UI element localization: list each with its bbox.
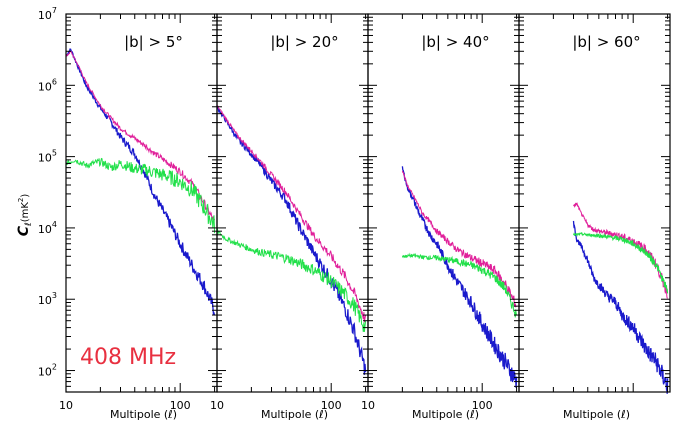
panel-1-series-magenta [65, 50, 216, 221]
y-axis-label-symbol: C [16, 225, 32, 236]
panel-1-title: |b| > 5° [124, 33, 183, 51]
y-axis-label-subscript: ℓ [24, 222, 34, 227]
panel-3-series-green [401, 252, 518, 318]
ytick-label: 104 [38, 220, 57, 236]
panel-4-series-magenta [573, 202, 668, 299]
y-axis-label-unit-exponent: 2 [17, 198, 25, 202]
panel-4-title: |b| > 60° [572, 33, 640, 51]
y-axis-label-unit-close: ) [20, 194, 31, 198]
y-axis-label-unit: (mK [20, 202, 31, 223]
panel-1-xtick-label: 100 [170, 399, 191, 412]
panel-3-series-blue [401, 166, 518, 388]
panel-1-x-axis-label: Multipole (ℓ) [110, 408, 177, 421]
panel-1-series-green [65, 157, 216, 234]
panel-1-xtick-label: 10 [59, 399, 73, 412]
panel-3-xtick-label: 10 [361, 399, 375, 412]
panel-4-frame [518, 13, 671, 393]
panel-3-title: |b| > 40° [421, 33, 489, 51]
panel-2-x-axis-label: Multipole (ℓ) [261, 408, 328, 421]
panel-4-series-blue [572, 220, 669, 394]
panel-1-series-blue [65, 48, 216, 316]
y-axis-label: Cℓ(mK2) [16, 194, 34, 237]
panel-2-series-green [216, 228, 367, 332]
ytick-label: 106 [38, 77, 57, 93]
panel-2-series-blue [216, 105, 367, 375]
frequency-label: 408 MHz [80, 345, 176, 370]
panel-4-series-green [573, 231, 669, 294]
panel-2-xtick-label: 10 [210, 399, 224, 412]
panel-4-x-axis-label: Multipole (ℓ) [563, 408, 630, 421]
ytick-label: 102 [38, 363, 57, 379]
panel-4: Multipole (ℓ) |b| > 60° [518, 13, 671, 421]
panel-1-frame [65, 13, 218, 393]
panel-3-frame [367, 13, 520, 393]
panel-3-x-axis-label: Multipole (ℓ) [412, 408, 479, 421]
ytick-label: 105 [38, 149, 57, 165]
panel-3-xtick-label: 100 [472, 399, 493, 412]
ytick-label: 103 [38, 291, 57, 307]
panel-2-series-magenta [216, 104, 367, 323]
panel-2-title: |b| > 20° [270, 33, 338, 51]
panel-2-xtick-label: 100 [321, 399, 342, 412]
ytick-label: 107 [38, 6, 57, 22]
panel-1: 10 100 102 103 104 105 106 107 Multipole (ℓ) |b| … [38, 6, 218, 421]
